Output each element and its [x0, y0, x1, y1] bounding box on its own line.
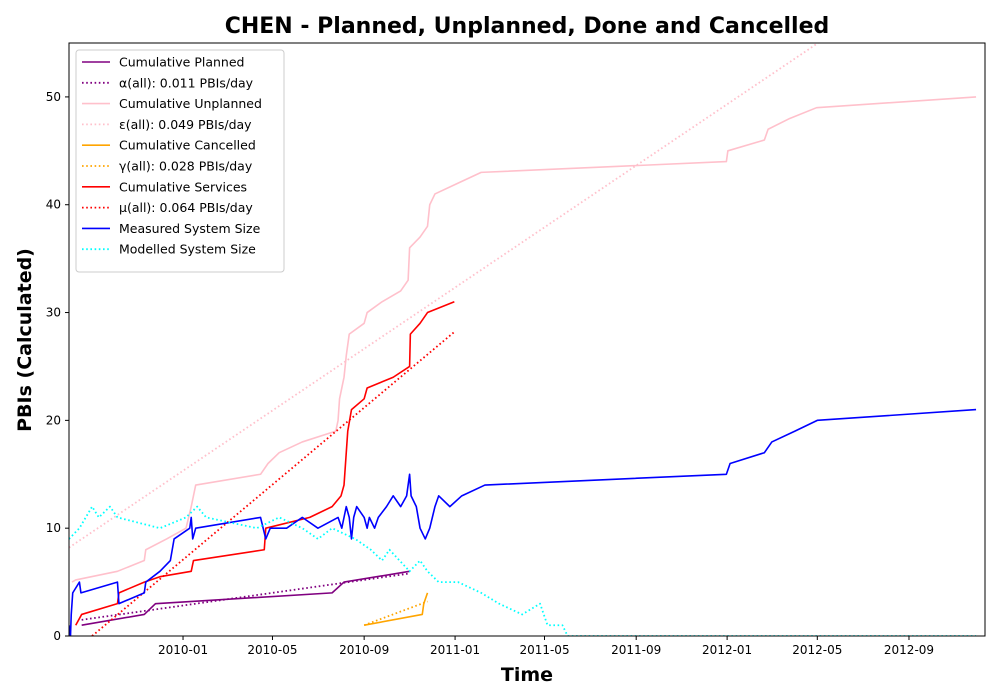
- x-tick-label: 2010-05: [247, 643, 297, 657]
- legend-box: [75, 49, 285, 273]
- x-axis-label: Time: [501, 664, 553, 686]
- y-tick-label: 10: [46, 521, 61, 535]
- legend-label-all-0-028-pbis-day: γ(all): 0.028 PBIs/day: [119, 159, 253, 174]
- x-tick-label: 2012-05: [792, 643, 842, 657]
- y-tick-label: 20: [46, 413, 61, 427]
- series-line-all-0-049-pbis-day: [69, 43, 819, 549]
- plot-area-frame: [68, 42, 986, 637]
- series-line-cumulative-planned: [81, 570, 410, 627]
- legend-label-all-0-011-pbis-day: α(all): 0.011 PBIs/day: [119, 75, 254, 90]
- x-tick-label: 2011-01: [430, 643, 480, 657]
- legend: Cumulative Planned α(all): 0.011 PBIs/day…: [75, 49, 285, 273]
- x-tick-label: 2010-01: [158, 643, 208, 657]
- legend-label-cumulative-planned: Cumulative Planned: [119, 55, 244, 70]
- y-tick-label: 40: [46, 198, 61, 212]
- series-line-all-0-011-pbis-day: [81, 572, 410, 621]
- legend-label-modelled-system-size: Modelled System Size: [119, 242, 256, 257]
- y-tick-label: 30: [46, 306, 61, 320]
- legend-label-cumulative-services: Cumulative Services: [119, 179, 247, 194]
- x-tick-label: 2010-09: [339, 643, 389, 657]
- series-line-cumulative-cancelled: [364, 592, 429, 627]
- y-tick-label: 50: [46, 90, 61, 104]
- chart-title: CHEN - Planned, Unplanned, Done and Canc…: [225, 14, 830, 39]
- legend-label-measured-system-size: Measured System Size: [119, 221, 261, 236]
- legend-label-all-0-049-pbis-day: ε(all): 0.049 PBIs/day: [119, 117, 252, 132]
- legend-label-cumulative-unplanned: Cumulative Unplanned: [119, 96, 262, 111]
- legend-label-cumulative-cancelled: Cumulative Cancelled: [119, 138, 256, 153]
- legend-label-all-0-064-pbis-day: μ(all): 0.064 PBIs/day: [119, 200, 253, 215]
- x-tick-label: 2011-05: [519, 643, 569, 657]
- series-line-all-0-064-pbis-day: [91, 331, 455, 636]
- series-line-cumulative-services: [75, 301, 455, 626]
- x-tick-label: 2011-09: [611, 643, 661, 657]
- series-line-modelled-system-size: [69, 505, 977, 636]
- series-line-measured-system-size: [69, 408, 977, 636]
- x-tick-label: 2012-09: [884, 643, 934, 657]
- y-tick-label: 0: [53, 629, 61, 643]
- y-axis-label: PBIs (Calculated): [14, 248, 36, 432]
- x-tick-label: 2012-01: [702, 643, 752, 657]
- series-line-all-0-028-pbis-day: [363, 600, 428, 627]
- series-line-cumulative-unplanned: [71, 96, 977, 583]
